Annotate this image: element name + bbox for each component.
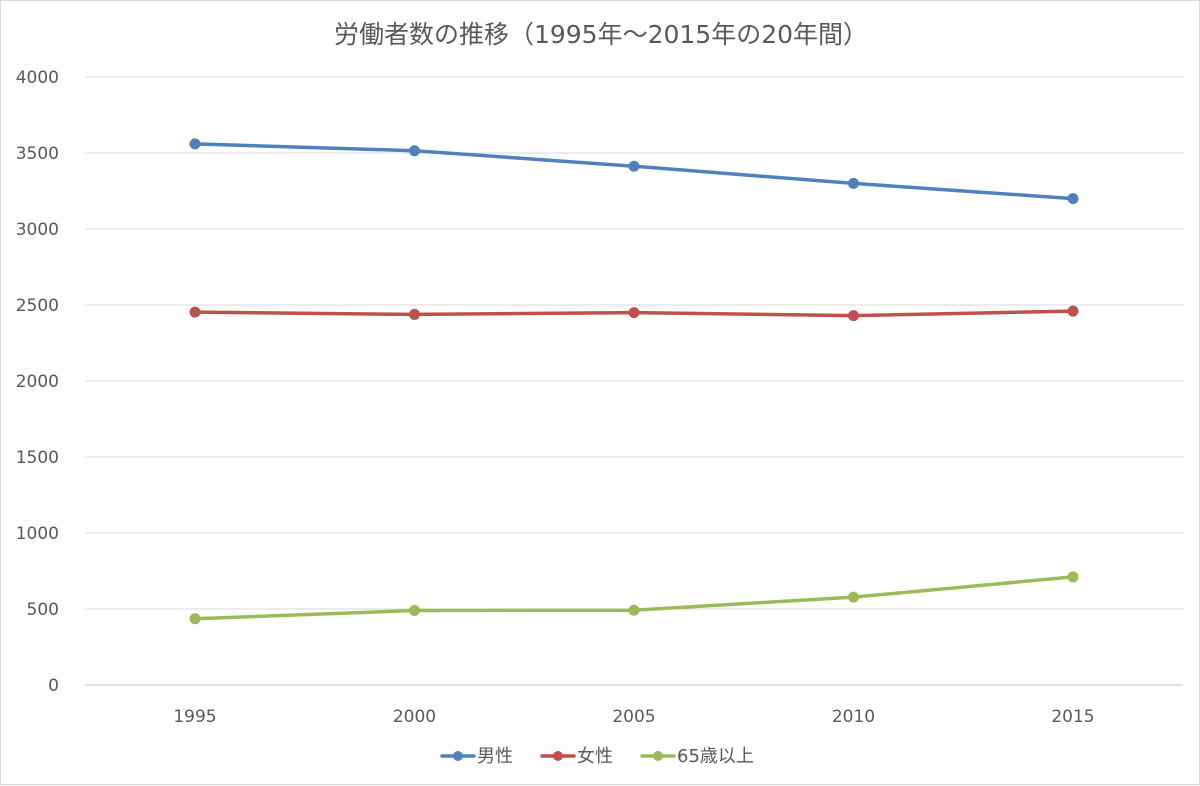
chart-title: 労働者数の推移（1995年～2015年の20年間） — [334, 20, 868, 49]
data-point — [848, 591, 859, 603]
legend-item: 65歳以上 — [640, 746, 754, 767]
legend: 男性 女性 65歳以上 — [440, 746, 754, 767]
data-point — [1067, 193, 1079, 205]
series-2 — [189, 571, 1079, 625]
legend-label: 65歳以上 — [677, 746, 754, 767]
legend-label: 女性 — [577, 746, 613, 767]
y-tick-label: 500 — [27, 600, 59, 620]
x-tick-label: 2005 — [612, 707, 655, 727]
legend-marker — [553, 751, 563, 761]
data-point — [1067, 571, 1079, 583]
series-1 — [189, 305, 1079, 322]
data-point — [409, 145, 420, 157]
y-tick-label: 2000 — [16, 372, 59, 392]
data-point — [628, 604, 640, 616]
data-point — [1067, 305, 1079, 317]
data-point — [628, 307, 640, 319]
data-point — [628, 160, 640, 172]
series-lines — [189, 138, 1079, 625]
y-tick-label: 1500 — [16, 448, 59, 468]
data-point — [409, 308, 420, 320]
y-tick-label: 0 — [48, 676, 59, 696]
data-point — [189, 138, 201, 150]
data-point — [189, 306, 201, 318]
gridlines — [85, 76, 1183, 686]
legend-item: 女性 — [540, 746, 613, 767]
y-tick-label: 2500 — [16, 296, 59, 316]
data-point — [848, 177, 859, 189]
legend-label: 男性 — [477, 746, 513, 767]
y-tick-label: 1000 — [16, 524, 59, 544]
y-tick-label: 3000 — [16, 220, 59, 240]
x-tick-label: 2015 — [1051, 707, 1094, 727]
x-tick-label: 2000 — [393, 707, 436, 727]
x-tick-label: 2010 — [832, 707, 875, 727]
x-tick-label: 1995 — [173, 707, 216, 727]
data-point — [189, 613, 201, 625]
series-0 — [189, 138, 1079, 205]
legend-marker — [453, 751, 463, 761]
y-tick-label: 4000 — [16, 68, 59, 88]
data-point — [848, 310, 859, 322]
legend-item: 男性 — [440, 746, 513, 767]
y-tick-label: 3500 — [16, 144, 59, 164]
data-point — [409, 605, 420, 617]
legend-marker — [653, 751, 663, 761]
x-axis-tick-labels: 1995 2000 2005 2010 2015 — [173, 707, 1094, 727]
y-axis-tick-labels: 0 500 1000 1500 2000 2500 3000 3500 4000 — [16, 68, 59, 696]
